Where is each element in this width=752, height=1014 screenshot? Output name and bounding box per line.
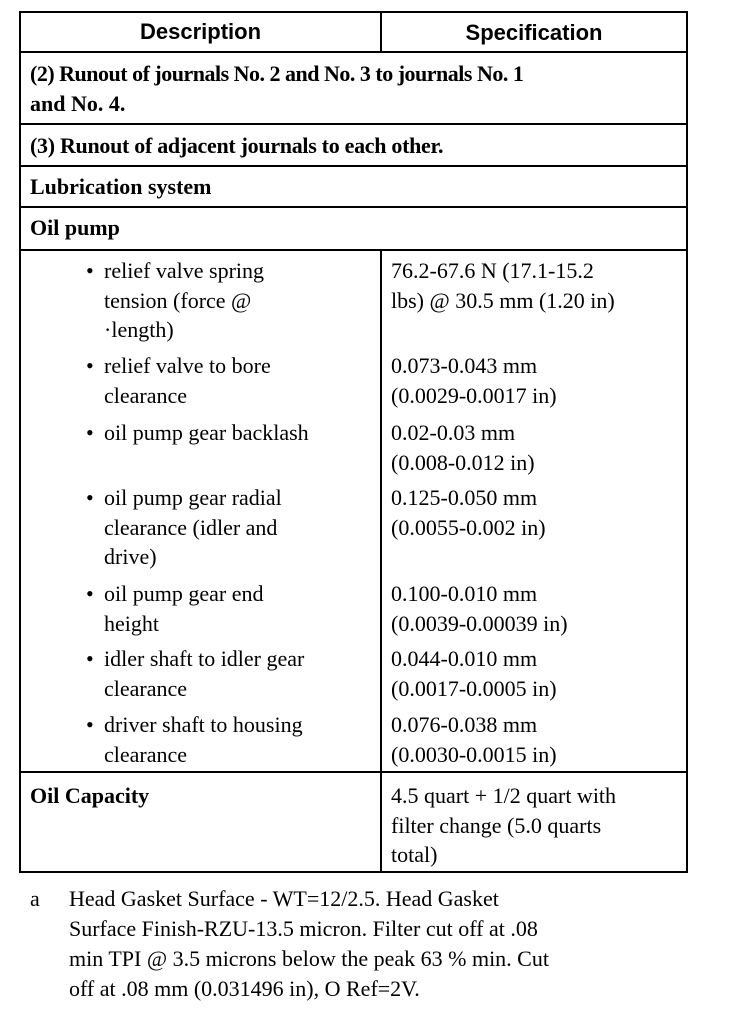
item-specification: 76.2-67.6 N (17.1-15.2 xyxy=(391,258,594,283)
oil-capacity-spec-2: filter change (5.0 quarts xyxy=(391,813,602,838)
item-description: height xyxy=(104,610,159,636)
bullet-icon: • xyxy=(86,485,94,510)
header-specification: Specification xyxy=(465,20,603,45)
item-specification: 0.073-0.043 mm xyxy=(391,353,538,378)
item-description: clearance xyxy=(104,675,188,701)
item-description: ·length) xyxy=(104,317,174,342)
footnote-line: Head Gasket Surface - WT=12/2.5. Head Ga… xyxy=(69,886,499,911)
bullet-icon: • xyxy=(86,258,94,283)
table-border-right xyxy=(686,11,688,873)
row-runout-3: (3) Runout of adjacent journals to each … xyxy=(30,133,444,158)
item-specification: (0.0029-0.0017 in) xyxy=(391,382,557,408)
bullet-icon: • xyxy=(86,420,94,445)
item-specification: (0.008-0.012 in) xyxy=(391,449,535,475)
item-specification: 0.100-0.010 mm xyxy=(391,581,538,606)
bullet-icon: • xyxy=(86,353,94,378)
row-divider xyxy=(19,51,688,53)
item-description: idler shaft to idler gear xyxy=(104,646,305,671)
section-oil-pump: Oil pump xyxy=(30,215,120,240)
header-description: Description xyxy=(139,19,262,44)
bullet-icon: • xyxy=(86,646,94,671)
footnote-line: off at .08 mm (0.031496 in), O Ref=2V. xyxy=(69,976,420,1001)
section-lubrication: Lubrication system xyxy=(30,174,212,199)
column-divider xyxy=(380,11,382,52)
item-specification: 0.076-0.038 mm xyxy=(391,712,538,737)
item-specification: 0.125-0.050 mm xyxy=(391,485,538,510)
item-description: drive) xyxy=(104,544,157,569)
item-description: oil pump gear radial xyxy=(104,485,282,510)
row-divider xyxy=(19,249,688,251)
footnote-marker: a xyxy=(30,886,40,911)
table-border-left xyxy=(19,11,21,873)
item-specification: lbs) @ 30.5 mm (1.20 in) xyxy=(391,287,615,313)
oil-capacity-spec-3: total) xyxy=(391,842,438,867)
item-specification: 0.044-0.010 mm xyxy=(391,646,538,671)
item-description: clearance xyxy=(104,382,188,408)
item-specification: (0.0039-0.00039 in) xyxy=(391,610,568,636)
row-divider xyxy=(19,165,688,167)
item-specification: (0.0017-0.0005 in) xyxy=(391,675,557,701)
item-description: relief valve to bore xyxy=(104,353,271,378)
table-border-bottom xyxy=(19,871,688,873)
item-specification: (0.0055-0.002 in) xyxy=(391,514,546,540)
row-runout-2-line1: (2) Runout of journals No. 2 and No. 3 t… xyxy=(30,61,524,86)
bullet-icon: • xyxy=(86,581,94,606)
item-description: driver shaft to housing xyxy=(104,712,303,737)
table-border-top xyxy=(19,11,688,13)
item-description: relief valve spring xyxy=(104,258,265,283)
footnote-line: Surface Finish-RZU-13.5 micron. Filter c… xyxy=(69,916,538,941)
item-specification: 0.02-0.03 mm xyxy=(391,420,516,445)
oil-capacity-spec-1: 4.5 quart + 1/2 quart with xyxy=(391,783,617,808)
oil-capacity-label: Oil Capacity xyxy=(30,783,150,808)
item-description: oil pump gear backlash xyxy=(104,420,309,445)
footnote-line: min TPI @ 3.5 microns below the peak 63 … xyxy=(69,946,549,971)
item-description: oil pump gear end xyxy=(104,581,264,606)
row-runout-2-line2: and No. 4. xyxy=(30,91,126,116)
row-divider xyxy=(19,123,688,125)
item-description: tension (force @ xyxy=(104,287,252,313)
bullet-icon: • xyxy=(86,712,94,737)
item-specification: (0.0030-0.0015 in) xyxy=(391,741,557,767)
row-divider xyxy=(19,771,688,773)
column-divider xyxy=(380,249,382,872)
item-description: clearance xyxy=(104,741,188,767)
row-divider xyxy=(19,206,688,208)
item-description: clearance (idler and xyxy=(104,514,278,540)
